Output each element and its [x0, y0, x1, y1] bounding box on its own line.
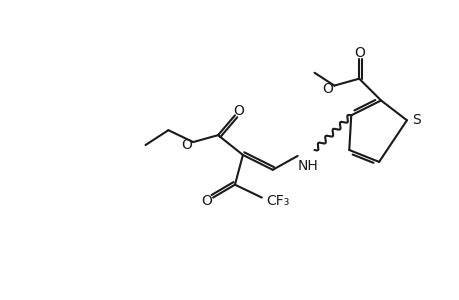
Text: CF₃: CF₃: [265, 194, 289, 208]
Text: O: O: [321, 82, 332, 96]
Text: NH: NH: [297, 159, 317, 173]
Text: S: S: [412, 113, 420, 127]
Text: O: O: [180, 138, 191, 152]
Text: O: O: [353, 46, 364, 60]
Text: O: O: [233, 104, 244, 118]
Text: O: O: [201, 194, 212, 208]
